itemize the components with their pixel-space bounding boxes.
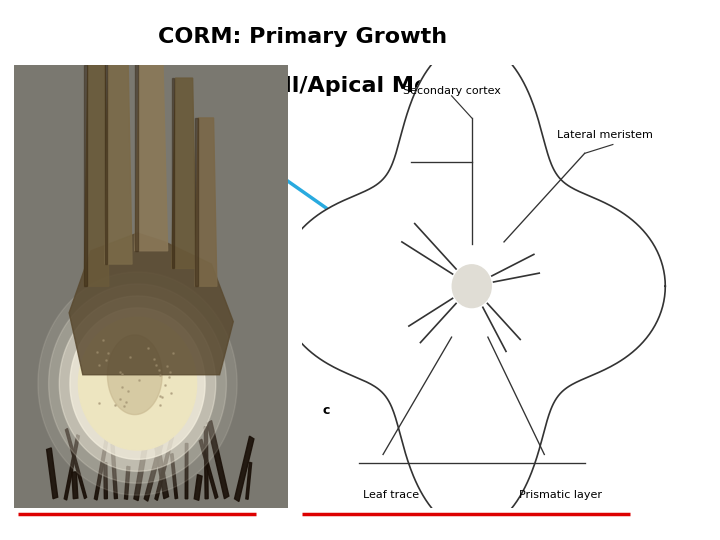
Polygon shape (107, 335, 162, 415)
Bar (246, 462, 252, 500)
Polygon shape (38, 272, 237, 495)
Polygon shape (104, 51, 107, 264)
Bar (207, 421, 229, 499)
Bar (199, 439, 218, 499)
Bar (194, 475, 202, 501)
Bar (125, 467, 130, 500)
Bar (94, 417, 112, 500)
Text: Lateral meristem: Lateral meristem (557, 130, 653, 140)
Circle shape (433, 244, 510, 328)
Circle shape (452, 265, 491, 307)
Polygon shape (84, 65, 87, 286)
Bar (204, 427, 208, 499)
Bar (47, 448, 58, 499)
Bar (235, 436, 254, 502)
Bar (111, 444, 117, 499)
Bar (104, 463, 107, 499)
Polygon shape (195, 118, 198, 286)
Text: (Apical Cell/Apical Meristem): (Apical Cell/Apical Meristem) (158, 76, 521, 96)
Polygon shape (172, 78, 197, 268)
Bar (72, 471, 78, 499)
Text: c: c (323, 404, 330, 417)
Polygon shape (70, 308, 205, 460)
Polygon shape (49, 284, 227, 483)
Bar (171, 454, 178, 499)
Polygon shape (104, 51, 132, 264)
Text: Leaf trace: Leaf trace (363, 490, 419, 500)
Bar (66, 428, 86, 499)
Bar (64, 435, 79, 500)
Polygon shape (172, 78, 174, 268)
Bar (144, 443, 163, 501)
Polygon shape (195, 118, 217, 286)
Bar (185, 443, 188, 499)
Polygon shape (135, 51, 168, 251)
Polygon shape (135, 51, 138, 251)
Bar (134, 444, 148, 501)
Text: Secondary cortex: Secondary cortex (402, 86, 500, 96)
Polygon shape (69, 233, 233, 375)
Text: CORM: Primary Growth: CORM: Primary Growth (158, 27, 448, 47)
Polygon shape (278, 42, 665, 531)
Polygon shape (78, 317, 197, 450)
Bar (155, 436, 174, 501)
Bar (148, 407, 168, 499)
Polygon shape (59, 296, 216, 471)
Text: Prismatic layer: Prismatic layer (519, 490, 602, 500)
Polygon shape (84, 65, 109, 286)
